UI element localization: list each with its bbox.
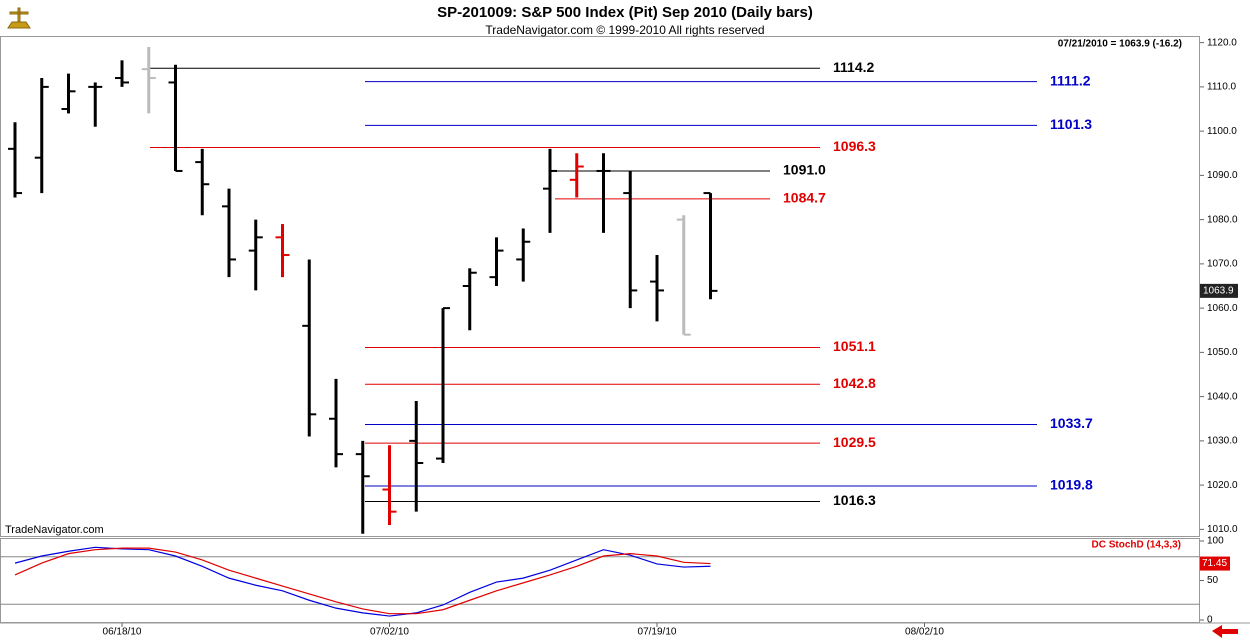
quote: 07/21/2010 = 1063.9 (-16.2)	[1058, 39, 1182, 50]
y-tick-label: 1030.0	[1207, 436, 1238, 447]
y-tick-label: 1100.0	[1207, 126, 1237, 137]
level-label: 1019.8	[1050, 477, 1093, 493]
logo	[4, 4, 34, 32]
y-tick-label: 1040.0	[1207, 391, 1238, 402]
level-label: 1016.3	[833, 492, 876, 508]
x-tick-label: 08/02/10	[905, 627, 944, 638]
level-label: 1033.7	[1050, 415, 1093, 431]
stoch-value-label: 71.45	[1202, 558, 1227, 569]
level-label: 1101.3	[1050, 116, 1092, 132]
scroll-arrow[interactable]	[1212, 625, 1238, 638]
y-tick-label: 50	[1207, 575, 1219, 586]
y-tick-label: 100	[1207, 536, 1224, 547]
stoch-value-box	[1200, 556, 1230, 571]
y-tick-label: 1050.0	[1207, 347, 1238, 358]
last-price-label: 1063.9	[1203, 286, 1234, 297]
level-label: 1042.8	[833, 375, 876, 391]
x-tick-label: 07/19/10	[638, 627, 677, 638]
y-tick-label: 0	[1207, 615, 1213, 626]
level-label: 1084.7	[783, 190, 826, 206]
y-tick-label: 1090.0	[1207, 170, 1238, 181]
stoch-line	[14, 547, 711, 615]
y-tick-label: 1020.0	[1207, 480, 1238, 491]
x-tick-label: 06/18/10	[103, 627, 142, 638]
y-tick-label: 1010.0	[1207, 524, 1238, 535]
last-price-box	[1200, 283, 1238, 298]
level-label: 1111.2	[1050, 72, 1091, 88]
chart-subtitle: TradeNavigator.com © 1999-2010 All right…	[485, 23, 764, 37]
watermark: TradeNavigator.com	[5, 524, 104, 536]
level-label: 1114.2	[833, 59, 874, 75]
stoch-line	[14, 546, 711, 617]
level-label: 1091.0	[783, 162, 826, 178]
y-tick-label: 1070.0	[1207, 259, 1238, 270]
chart-title: SP-201009: S&P 500 Index (Pit) Sep 2010 …	[437, 4, 813, 21]
level-label: 1096.3	[833, 138, 876, 154]
y-tick-label: 1060.0	[1207, 303, 1238, 314]
y-tick-label: 1120.0	[1207, 37, 1237, 48]
price-panel	[0, 36, 1200, 537]
level-label: 1051.1	[833, 338, 876, 354]
y-tick-label: 1080.0	[1207, 214, 1238, 225]
level-label: 1029.5	[833, 434, 876, 450]
y-tick-label: 1110.0	[1207, 82, 1237, 93]
x-tick-label: 07/02/10	[370, 627, 409, 638]
stoch-title: DC StochD (14,3,3)	[1092, 540, 1181, 551]
